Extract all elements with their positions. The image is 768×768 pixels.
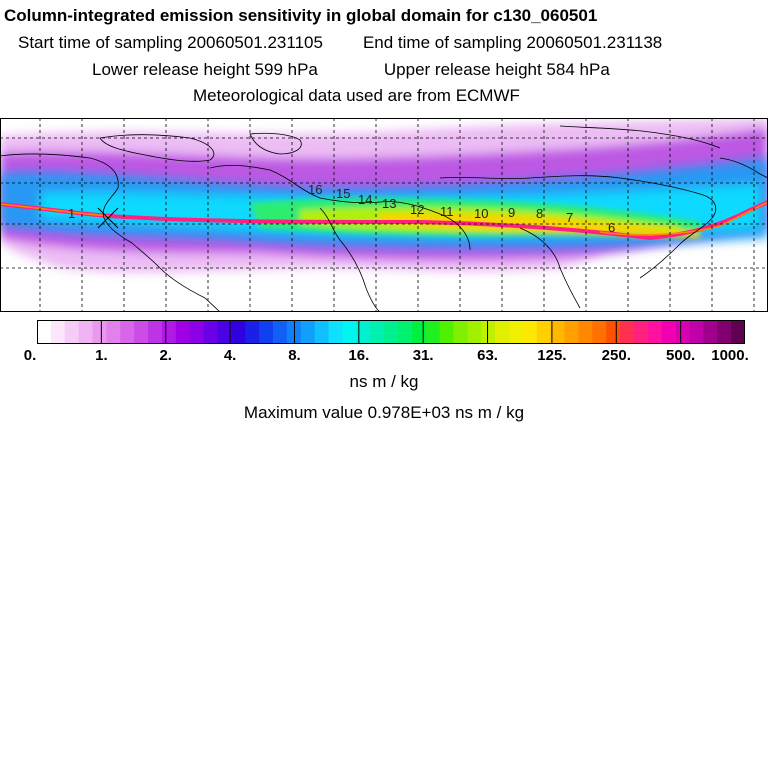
contour-label: 12 <box>410 202 424 217</box>
colorbar-cell <box>175 320 191 344</box>
colorbar-cell <box>703 320 718 344</box>
contour-label: 11 <box>440 204 454 219</box>
lower-release-label: Lower release height 599 hPa <box>92 60 318 79</box>
release-point-marker <box>97 207 119 229</box>
contour-label: 13 <box>382 196 396 211</box>
colorbar-tick-label: 31. <box>412 347 434 364</box>
release-height-line: Lower release height 599 hPa Upper releas… <box>92 60 610 80</box>
colorbar-cell <box>592 320 607 344</box>
colorbar-cell <box>37 320 52 344</box>
colorbar-tick-label: 4. <box>223 347 237 364</box>
contour-label: 10 <box>474 206 488 221</box>
colorbar-tick-label: 1000. <box>711 347 749 364</box>
colorbar-cell <box>689 320 704 344</box>
colorbar-cell <box>564 320 579 344</box>
colorbar-cell <box>259 320 274 344</box>
colorbar-cell <box>92 320 107 344</box>
start-time-label: Start time of sampling 20060501.231105 <box>18 33 323 52</box>
colorbar-cell <box>717 320 732 344</box>
colorbar-cell <box>148 320 163 344</box>
colorbar <box>37 320 745 344</box>
colorbar-cell <box>134 320 149 344</box>
colorbar-cell <box>384 320 399 344</box>
colorbar-cell <box>273 320 288 344</box>
contour-label: 14 <box>358 192 372 207</box>
colorbar-tick-label: 500. <box>666 347 696 364</box>
contour-label: 6 <box>608 220 615 235</box>
colorbar-cell <box>78 320 94 344</box>
colorbar-cell <box>425 320 441 344</box>
contour-label: 16 <box>308 182 322 197</box>
colorbar-tick-label: 125. <box>537 347 567 364</box>
colorbar-cell <box>314 320 330 344</box>
contour-label: 7 <box>566 210 573 225</box>
colorbar-cell <box>509 320 524 344</box>
colorbar-cell <box>120 320 135 344</box>
plot-title: Column-integrated emission sensitivity i… <box>4 6 598 25</box>
contour-label: 15 <box>336 186 350 201</box>
colorbar-cell <box>203 320 218 344</box>
colorbar-cell <box>620 320 635 344</box>
end-time-label: End time of sampling 20060501.231138 <box>362 33 663 52</box>
colorbar-cell <box>397 320 413 344</box>
colorbar-cell <box>356 320 371 344</box>
colorbar-cell <box>550 320 566 344</box>
upper-release-label: Upper release height 584 hPa <box>383 60 610 79</box>
emission-sensitivity-map: 16 15 14 13 12 11 10 9 8 7 6 1 <box>0 118 768 312</box>
colorbar-tick-label: 1. <box>95 347 108 364</box>
contour-label: 8 <box>536 206 543 221</box>
colorbar-cell <box>64 320 80 344</box>
colorbar-cell <box>161 320 177 344</box>
contour-labels: 16 15 14 13 12 11 10 9 8 7 6 1 <box>68 182 615 235</box>
colorbar-cell <box>439 320 454 344</box>
contour-label: 1 <box>68 206 75 221</box>
colorbar-cell <box>245 320 260 344</box>
met-data-label: Meteorological data used are from ECMWF <box>193 86 520 105</box>
colorbar-cell <box>50 320 66 344</box>
contour-label: 9 <box>508 205 515 220</box>
colorbar-cell <box>342 320 357 344</box>
colorbar-tick-label: 16. <box>348 347 370 364</box>
colorbar-tick-label: 0. <box>23 347 37 364</box>
units-label: ns m / kg <box>349 372 419 391</box>
colorbar-cell <box>536 320 552 344</box>
colorbar-cell <box>189 320 205 344</box>
colorbar-cell <box>661 320 677 344</box>
colorbar-cell <box>481 320 496 344</box>
colorbar-cell <box>370 320 385 344</box>
colorbar-cell <box>328 320 343 344</box>
colorbar-cell <box>106 320 121 344</box>
colorbar-cell <box>467 320 482 344</box>
colorbar-tick-label: 63. <box>477 347 498 364</box>
colorbar-cell <box>578 320 593 344</box>
graticule <box>0 118 768 312</box>
colorbar-cell <box>217 320 232 344</box>
colorbar-cell <box>647 320 663 344</box>
colorbar-cell <box>675 320 690 344</box>
colorbar-cell <box>411 320 427 344</box>
colorbar-cell <box>495 320 510 344</box>
sampling-time-line: Start time of sampling 20060501.231105 En… <box>18 33 662 53</box>
colorbar-tick-label: 8. <box>288 347 301 364</box>
max-value-label: Maximum value 0.978E+03 ns m / kg <box>243 403 525 422</box>
colorbar-cell <box>522 320 538 344</box>
colorbar-tick-label: 2. <box>159 347 172 364</box>
colorbar-cell <box>633 320 649 344</box>
colorbar-cell <box>731 320 745 344</box>
colorbar-cell <box>300 320 316 344</box>
colorbar-cell <box>606 320 621 344</box>
colorbar-cell <box>453 320 468 344</box>
colorbar-tick-label: 250. <box>601 347 631 364</box>
colorbar-cell <box>231 320 246 344</box>
